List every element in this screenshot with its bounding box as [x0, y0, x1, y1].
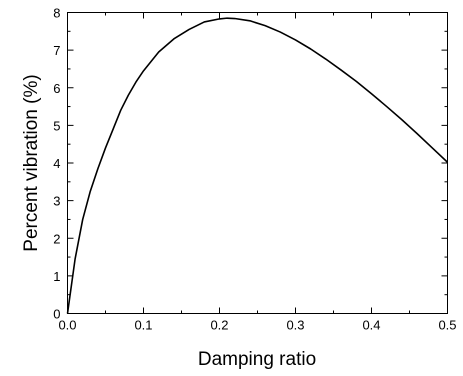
y-tick-label: 8: [53, 6, 60, 21]
plot-frame: [67, 12, 448, 314]
x-tick-label: 0.4: [362, 318, 380, 333]
y-tick-label: 5: [53, 118, 60, 133]
y-tick-label: 7: [53, 43, 60, 58]
y-tick-label: 0: [53, 307, 60, 322]
axis-ticks: [67, 12, 448, 314]
x-tick-label: 0.2: [210, 318, 228, 333]
y-tick-label: 2: [53, 231, 60, 246]
y-tick-label: 6: [53, 81, 60, 96]
series-line: [66, 17, 449, 314]
y-axis-title: Percent vibration (%): [21, 74, 42, 251]
y-tick-label: 4: [53, 156, 60, 171]
axis-tick-labels: 0.0 0.1 0.2 0.3 0.4 0.5 0 1 2 3 4 5 6 7 8: [53, 6, 456, 333]
y-tick-label: 1: [53, 269, 60, 284]
x-tick-label: 0.1: [134, 318, 152, 333]
x-axis-title: Damping ratio: [198, 349, 316, 370]
x-tick-label: 0.3: [286, 318, 304, 333]
x-tick-label: 0.5: [438, 318, 456, 333]
y-tick-label: 3: [53, 194, 60, 209]
x-tick-label: 0.0: [58, 318, 76, 333]
